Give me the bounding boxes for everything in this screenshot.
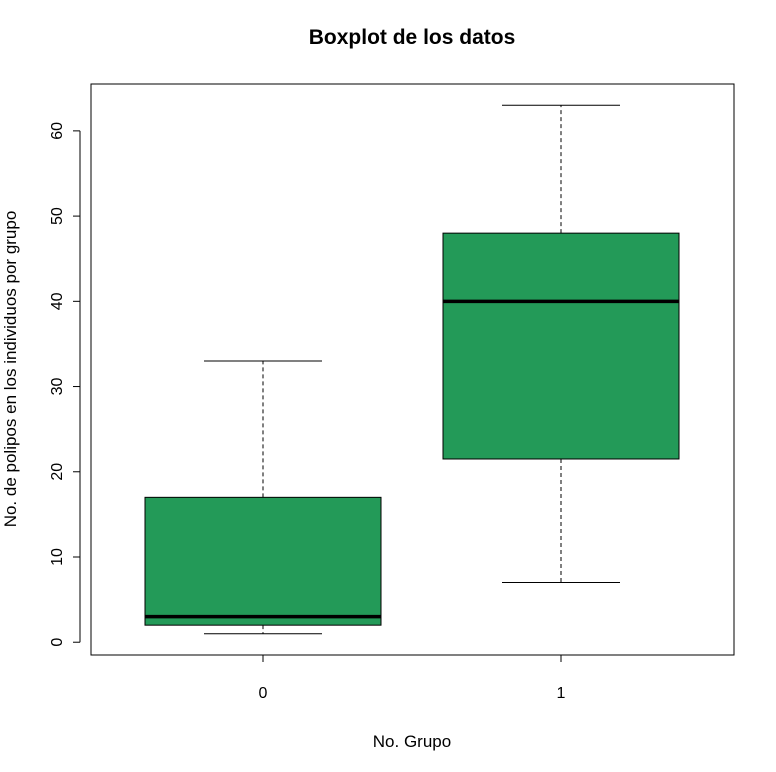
y-axis: 0 10 20 30 40 50 60	[49, 122, 81, 647]
iqr-box	[144, 496, 382, 626]
y-tick-label: 20	[49, 463, 66, 481]
x-axis-label: No. Grupo	[373, 732, 451, 751]
y-tick-label: 50	[49, 207, 66, 225]
box-group-0	[144, 360, 382, 635]
iqr-box	[442, 232, 680, 460]
y-tick-label: 0	[49, 638, 66, 647]
chart-title: Boxplot de los datos	[309, 26, 516, 49]
x-tick-label: 0	[259, 685, 268, 702]
boxes-layer	[144, 104, 680, 635]
y-tick-label: 10	[49, 548, 66, 566]
y-tick-label: 30	[49, 378, 66, 396]
y-axis-label: No. de polipos en los individuos por gru…	[1, 211, 20, 528]
y-tick-label: 40	[49, 292, 66, 310]
box-group-1	[442, 104, 680, 584]
x-tick-label: 1	[557, 685, 566, 702]
y-tick-label: 60	[49, 122, 66, 140]
